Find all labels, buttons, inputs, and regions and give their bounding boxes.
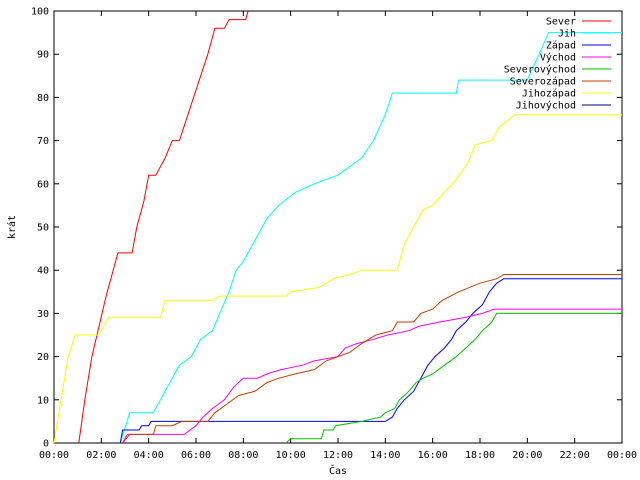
x-tick-label: 10:00	[276, 450, 306, 461]
y-tick-label: 10	[37, 395, 49, 406]
x-tick-label: 12:00	[323, 450, 353, 461]
legend-label: Severovýchod	[504, 64, 576, 76]
legend-label: Sever	[546, 17, 576, 28]
x-tick-label: 16:00	[418, 450, 448, 461]
x-tick-label: 00:00	[39, 450, 69, 461]
y-tick-label: 40	[37, 266, 49, 277]
x-tick-label: 00:00	[607, 450, 637, 461]
series-line-0	[78, 10, 249, 444]
x-tick-label: 04:00	[134, 450, 164, 461]
y-tick-label: 0	[43, 439, 49, 450]
x-tick-label: 18:00	[465, 450, 495, 461]
legend-label: Jihovýchod	[516, 100, 576, 112]
y-axis-title: krát	[6, 215, 18, 239]
y-tick-label: 50	[37, 223, 49, 234]
series-line-1	[119, 32, 622, 444]
x-tick-label: 08:00	[228, 450, 258, 461]
series-layer	[53, 10, 622, 444]
legend-label: Západ	[546, 40, 576, 52]
x-tick-label: 14:00	[370, 450, 400, 461]
x-tick-label: 06:00	[181, 450, 211, 461]
series-line-4	[285, 312, 622, 444]
axis-ticks: 0 10 20 30 40 50 60 70 80 90 100 00:00 02:00 04:00 06:…	[31, 7, 637, 462]
legend-label: Severozápad	[510, 76, 576, 88]
series-line-5	[122, 274, 622, 444]
series-line-6	[53, 114, 622, 444]
x-tick-label: 20:00	[512, 450, 542, 461]
series-line-2	[119, 278, 622, 444]
legend-label: Východ	[540, 52, 576, 64]
legend-label: Jih	[558, 29, 576, 40]
legend: SeverJihZápadVýchodSeverovýchodSeverozáp…	[504, 17, 611, 112]
legend-label: Jihozápad	[522, 88, 576, 100]
y-tick-label: 30	[37, 309, 49, 320]
y-tick-label: 80	[37, 93, 49, 104]
x-tick-label: 02:00	[86, 450, 116, 461]
x-tick-label: 22:00	[560, 450, 590, 461]
y-tick-label: 60	[37, 179, 49, 190]
y-tick-label: 70	[37, 136, 49, 147]
y-tick-label: 20	[37, 352, 49, 363]
series-line-3	[122, 308, 622, 444]
y-tick-label: 90	[37, 50, 49, 61]
x-axis-title: Čas	[329, 464, 347, 477]
y-tick-label: 100	[31, 7, 49, 18]
